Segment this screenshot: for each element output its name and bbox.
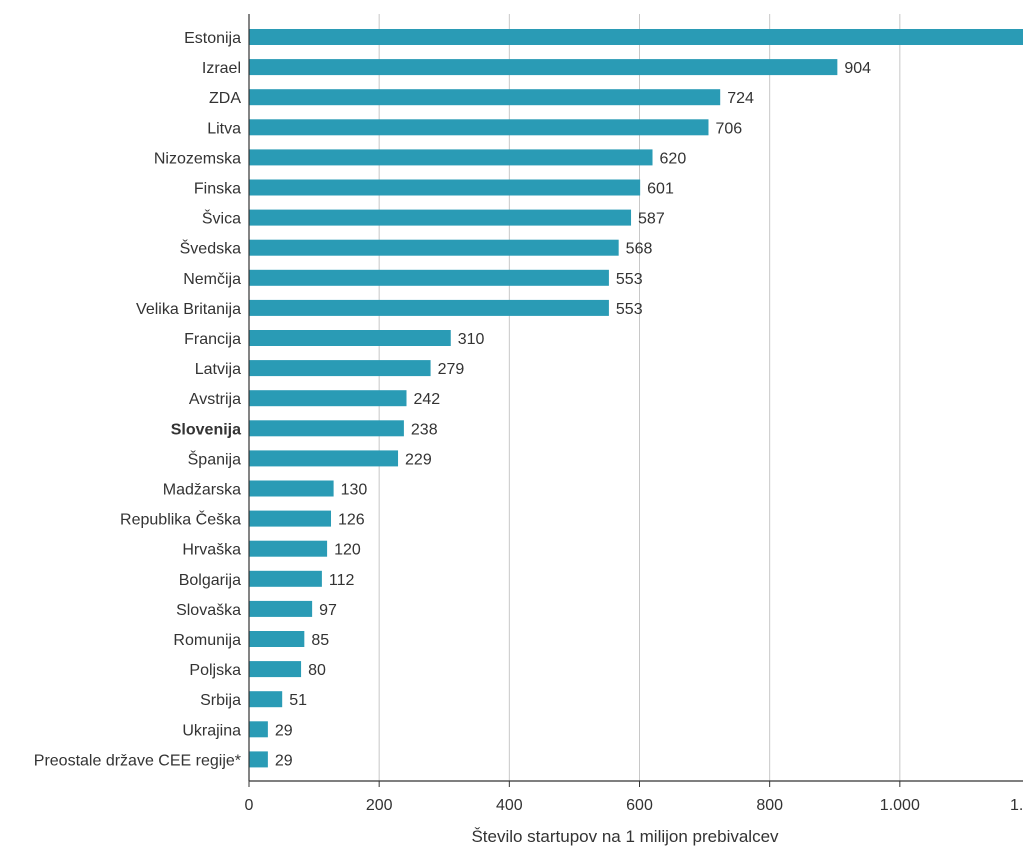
category-label: Avstrija: [189, 391, 241, 408]
category-label: Slovenija: [171, 421, 241, 438]
category-label: Nemčija: [183, 271, 241, 288]
value-label: 126: [338, 512, 365, 529]
bar: [249, 59, 838, 76]
bar: [249, 209, 632, 226]
bar: [249, 691, 283, 708]
category-label: Bolgarija: [179, 572, 241, 589]
x-tick-label: 0: [245, 797, 254, 814]
category-label: Madžarska: [163, 482, 241, 499]
category-label: Litva: [207, 120, 241, 137]
value-label: 310: [458, 331, 485, 348]
bar: [249, 119, 709, 136]
value-label: 242: [414, 391, 441, 408]
category-label: Poljska: [189, 662, 241, 679]
x-tick-label: 1.000: [880, 797, 920, 814]
value-label: 51: [289, 692, 307, 709]
labels: Estonija1.408Izrael904ZDA724Litva706Nizo…: [34, 30, 871, 769]
value-label: 553: [616, 301, 643, 318]
value-label: 229: [405, 451, 432, 468]
x-tick-label: 800: [756, 797, 783, 814]
category-label: Finska: [194, 181, 241, 198]
category-label: Latvija: [195, 361, 241, 378]
bar: [249, 570, 322, 587]
value-label: 724: [727, 90, 754, 107]
value-label: 904: [844, 60, 871, 77]
value-label: 29: [275, 722, 293, 739]
category-label: Nizozemska: [154, 150, 241, 167]
bar: [249, 661, 302, 678]
value-label: 587: [638, 211, 665, 228]
category-label: Hrvaška: [182, 542, 241, 559]
x-tick-label: 1.200: [1010, 797, 1023, 814]
bar: [249, 29, 1023, 45]
category-label: Estonija: [184, 30, 241, 47]
bar: [249, 540, 328, 557]
bar: [249, 330, 451, 346]
value-label: 568: [626, 241, 653, 258]
value-label: 601: [647, 181, 674, 198]
value-label: 279: [438, 361, 465, 378]
value-label: 553: [616, 271, 643, 288]
category-label: Ukrajina: [182, 722, 241, 739]
category-label: Španija: [188, 449, 241, 468]
x-axis-title: Število startupov na 1 milijon prebivalc…: [471, 827, 779, 846]
category-label: Švica: [202, 209, 241, 228]
x-tick-label: 600: [626, 797, 653, 814]
value-label: 85: [311, 632, 329, 649]
category-label: Francija: [184, 331, 241, 348]
bar: [249, 360, 431, 377]
bar: [249, 450, 399, 467]
category-label: Slovaška: [176, 602, 241, 619]
x-tick-label: 200: [366, 797, 393, 814]
category-label: Velika Britanija: [136, 301, 241, 318]
bar: [249, 390, 407, 407]
bar: [249, 751, 268, 768]
bar: [249, 239, 619, 256]
bar: [249, 179, 641, 196]
bar: [249, 89, 721, 106]
category-label: ZDA: [209, 90, 241, 107]
value-label: 112: [329, 572, 355, 589]
grid-lines: [378, 14, 901, 781]
bar: [249, 149, 653, 166]
value-label: 120: [334, 542, 361, 559]
x-tick-label: 400: [496, 797, 523, 814]
value-label: 620: [660, 150, 687, 167]
axes: 0 200 400 600 800 1.000 1.200: [245, 14, 1023, 814]
bars: [249, 29, 1023, 768]
bar: [249, 420, 404, 437]
bar: [249, 480, 334, 497]
bar: [249, 299, 609, 316]
bar: [249, 510, 332, 527]
value-label: 80: [308, 662, 326, 679]
category-label: Švedska: [180, 239, 241, 258]
category-label: Izrael: [202, 60, 241, 77]
value-label: 238: [411, 421, 438, 438]
value-label: 706: [715, 120, 742, 137]
category-label: Republika Češka: [120, 510, 241, 529]
bar: [249, 269, 609, 286]
bar: [249, 631, 305, 647]
value-label: 29: [275, 752, 293, 769]
category-label: Romunija: [173, 632, 241, 649]
category-label: Srbija: [200, 692, 241, 709]
value-label: 130: [341, 482, 368, 499]
category-label: Preostale države CEE regije*: [34, 752, 241, 769]
value-label: 97: [319, 602, 337, 619]
bar: [249, 600, 313, 617]
bar: [249, 721, 268, 738]
